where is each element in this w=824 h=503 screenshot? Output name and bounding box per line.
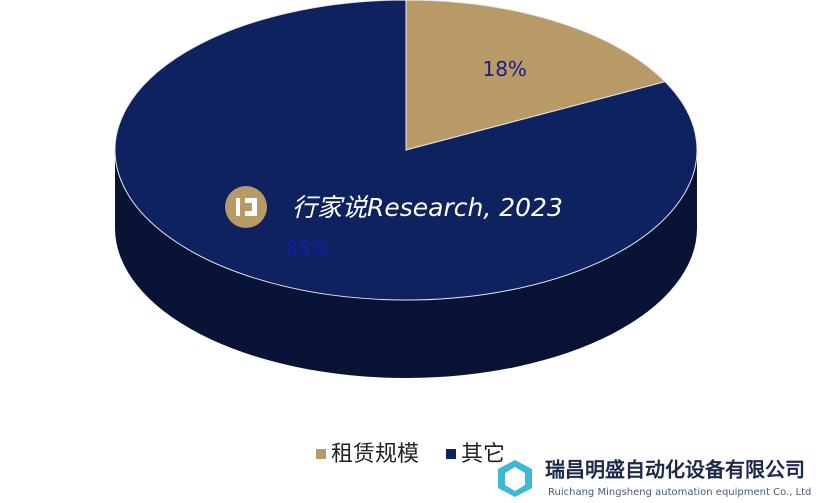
pie-slice: [114, 0, 698, 301]
legend-swatch: [316, 449, 326, 459]
watermark-logo: [225, 186, 267, 228]
legend-swatch: [446, 449, 457, 459]
legend-label: 其它: [461, 442, 505, 467]
footer: 瑞昌明盛自动化设备有限公司 Ruichang Mingsheng automat…: [498, 458, 811, 498]
watermark-logo: [236, 198, 240, 216]
pie-slice: [405, 0, 667, 151]
legend-label: 租赁规模: [331, 442, 419, 467]
legend: 租赁规模 其它: [316, 442, 505, 467]
pie: [114, 0, 698, 378]
data-label: 85%: [285, 236, 329, 260]
data-label: 18%: [482, 57, 526, 81]
labels: 18% 85%: [285, 57, 527, 260]
footer-logo: [505, 467, 525, 491]
watermark-group: 行家说Research, 2023: [225, 186, 563, 228]
pie-side: [115, 150, 697, 378]
footer-company: 瑞昌明盛自动化设备有限公司: [545, 458, 805, 482]
watermark: 行家说Research, 2023: [292, 193, 563, 222]
footer-company-en: Ruichang Mingsheng automation equipment …: [548, 487, 811, 498]
watermark-logo: [245, 198, 257, 216]
